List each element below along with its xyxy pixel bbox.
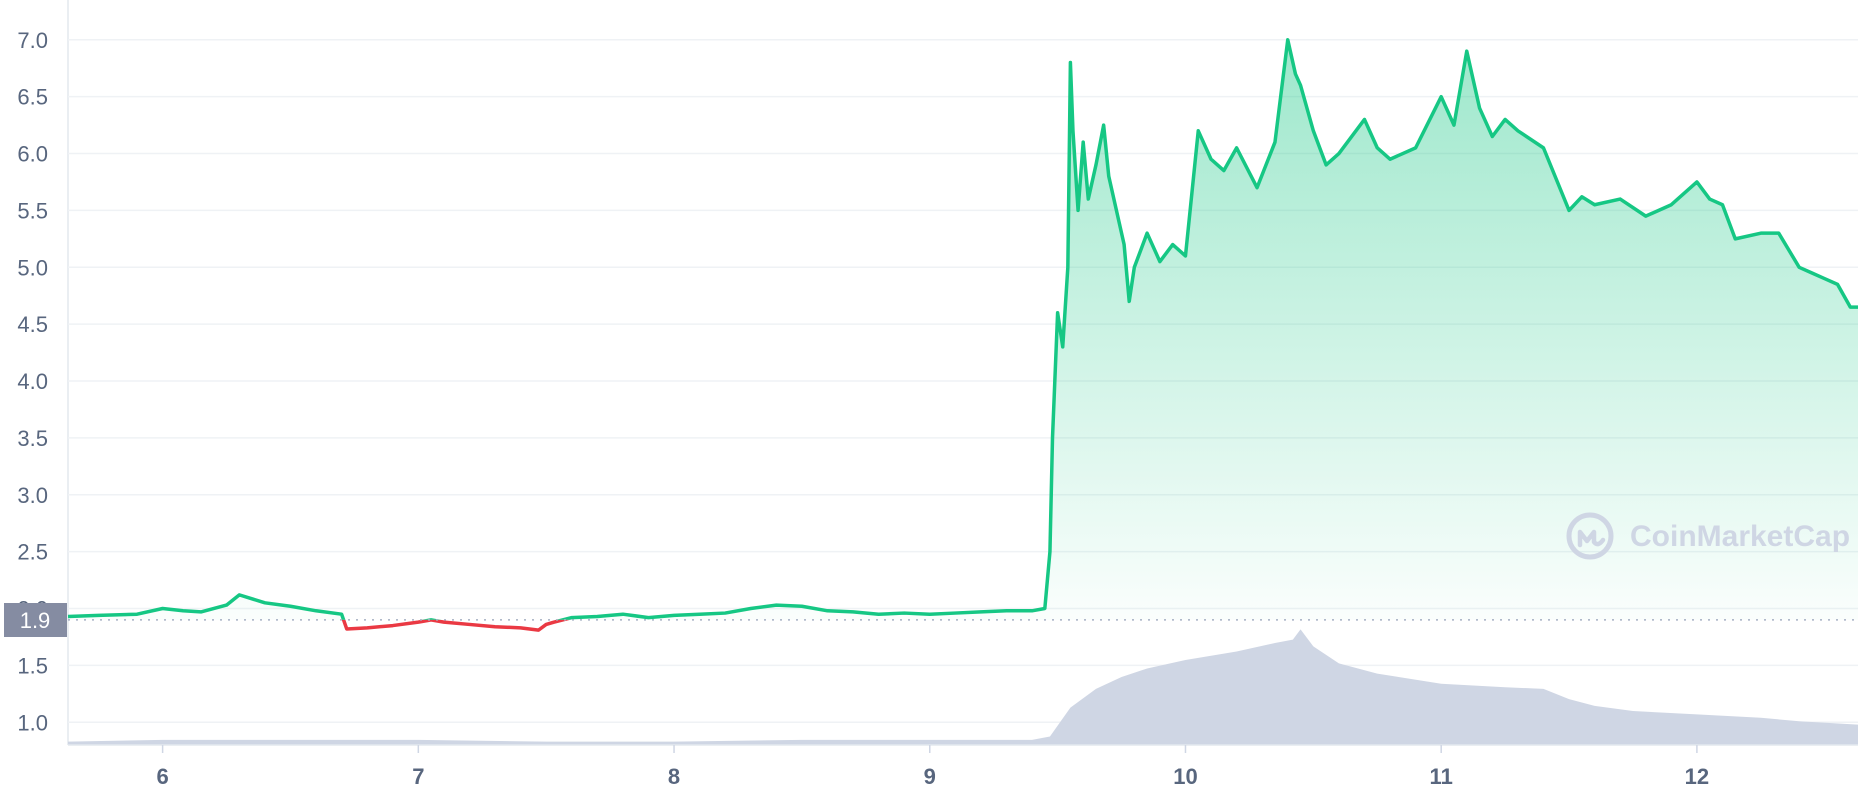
y-tick-label: 3.0: [17, 483, 48, 508]
current-price-label-bg: [4, 603, 67, 637]
volume-area: [68, 629, 1858, 745]
price-area-fill: [68, 39, 1858, 620]
x-tick-label: 8: [668, 764, 680, 789]
current-price-label: 1.9: [4, 603, 67, 637]
y-tick-label: 4.5: [17, 312, 48, 337]
x-tick-label: 10: [1173, 764, 1197, 789]
watermark-text: CoinMarketCap: [1630, 520, 1850, 553]
y-tick-label: 1.5: [17, 653, 48, 678]
price-line-up: [67, 38, 1858, 620]
y-tick-label: 5.5: [17, 198, 48, 223]
coinmarketcap-watermark: CoinMarketCap: [1566, 512, 1850, 560]
y-tick-label: 6.5: [17, 85, 48, 110]
y-tick-label: 6.0: [17, 142, 48, 167]
x-tick-label: 7: [412, 764, 424, 789]
x-tick-label: 6: [156, 764, 168, 789]
price-line: [67, 38, 1858, 632]
price-line-down: [341, 619, 570, 632]
y-tick-label: 2.5: [17, 540, 48, 565]
price-area: [68, 39, 1858, 620]
coinmarketcap-logo-icon: [1566, 512, 1614, 560]
volume-series: [68, 629, 1858, 745]
x-tick-label: 12: [1685, 764, 1709, 789]
y-tick-label: 5.0: [17, 255, 48, 280]
y-tick-label: 4.0: [17, 369, 48, 394]
current-price-label-text: 1.9: [20, 608, 51, 633]
x-axis: 6 7 8 9 10 11 12: [68, 744, 1858, 789]
y-tick-label: 7.0: [17, 28, 48, 53]
x-tick-label: 11: [1430, 764, 1453, 789]
x-tick-label: 9: [924, 764, 936, 789]
y-tick-label: 3.5: [17, 426, 48, 451]
y-tick-label: 1.0: [17, 710, 48, 735]
